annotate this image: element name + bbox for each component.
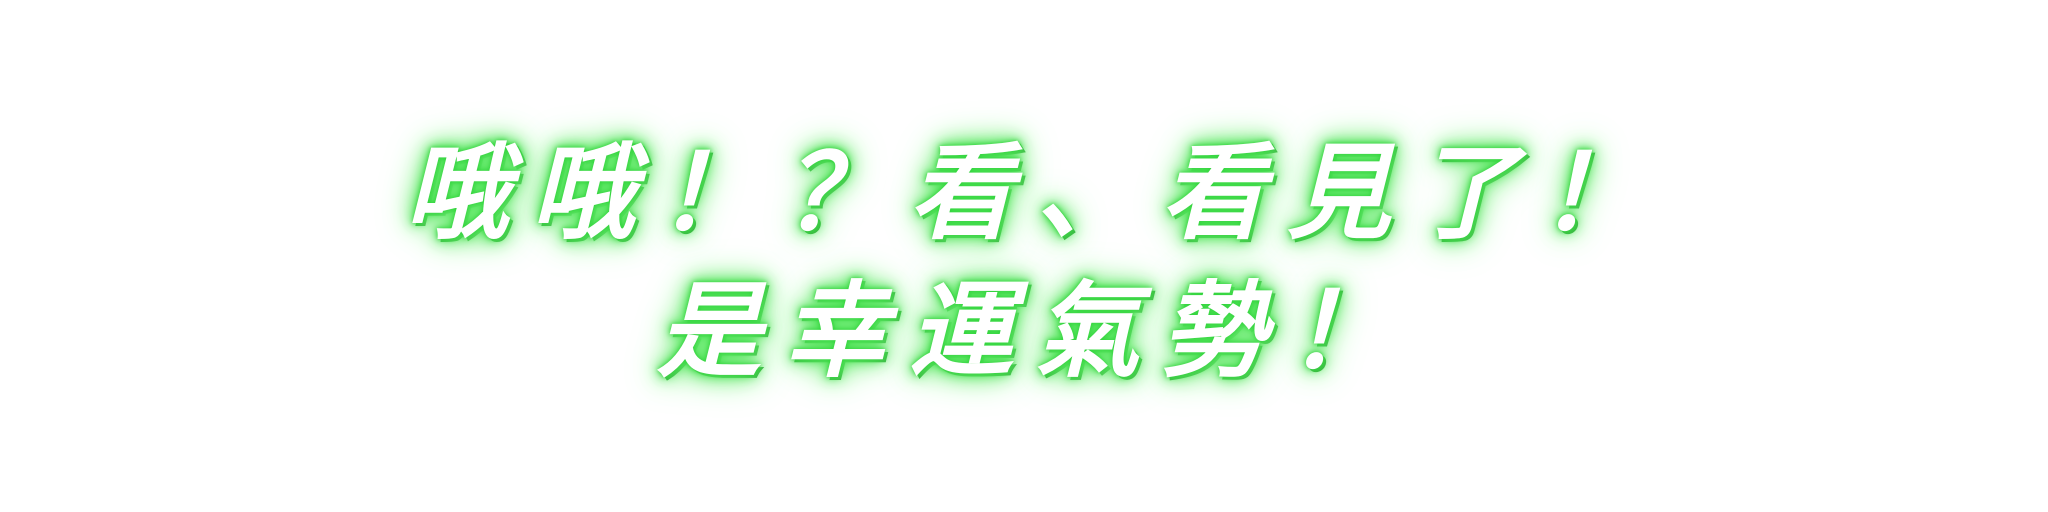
banner-line-1: 哦哦！？看、看見了！: [404, 132, 1665, 254]
banner-line-2: 是幸運氣勢！: [656, 270, 1413, 392]
